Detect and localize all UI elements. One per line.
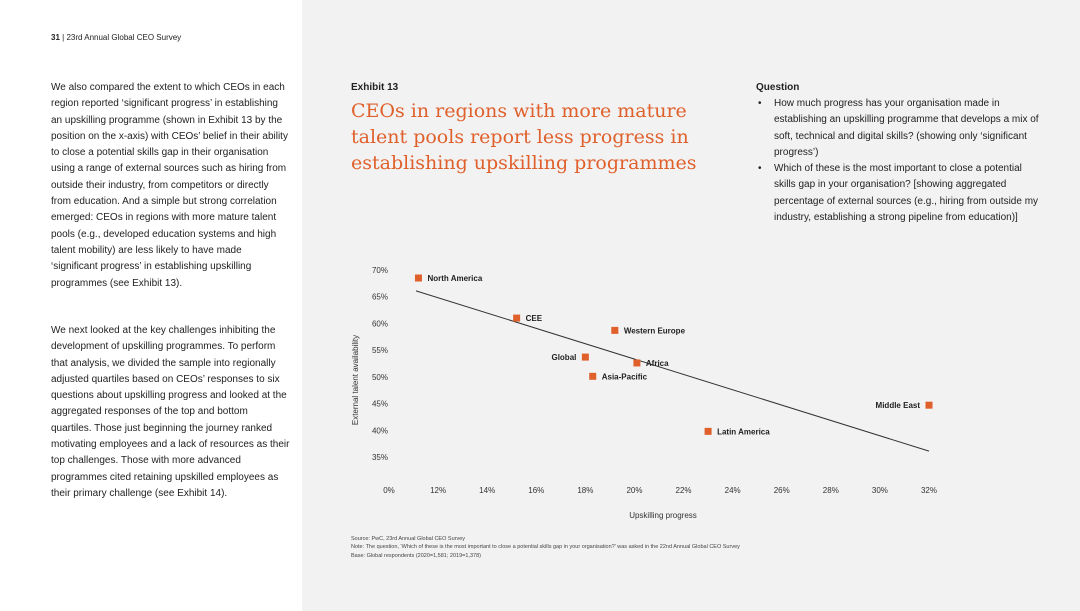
x-tick-label: 16% [528,486,544,495]
data-label-africa: Africa [646,359,669,368]
page-header: 31 | 23rd Annual Global CEO Survey [51,33,181,42]
publication-title: 23rd Annual Global CEO Survey [66,33,182,42]
x-tick-label: 28% [823,486,839,495]
x-tick-label: 14% [479,486,495,495]
data-point-cee [513,314,521,322]
y-tick-label: 60% [372,319,388,328]
exhibit-label: Exhibit 13 [351,82,399,93]
x-tick-label: 12% [430,486,446,495]
data-point-global [581,353,589,361]
x-tick-label: 32% [921,486,937,495]
body-paragraph-1: We also compared the extent to which CEO… [51,80,291,292]
exhibit-title: CEOs in regions with more mature talent … [351,100,697,174]
data-label-latin-america: Latin America [717,427,770,436]
data-point-western-europe [611,326,619,334]
data-label-asia-pacific: Asia-Pacific [602,372,648,381]
x-tick-label: 26% [774,486,790,495]
page-number: 31 [51,33,60,42]
x-tick-label: 30% [872,486,888,495]
y-tick-label: 70% [372,266,388,275]
source-notes: Source: PwC, 23rd Annual Global CEO Surv… [351,535,740,560]
y-tick-label: 65% [372,293,388,302]
data-label-global: Global [551,353,576,362]
base-line: Base: Global respondents (2020=1,581; 20… [351,552,481,559]
question-item-1: How much progress has your organisation … [756,96,1046,161]
data-label-middle-east: Middle East [876,401,921,410]
x-tick-label: 18% [577,486,593,495]
left-panel [0,0,302,611]
data-label-north-america: North America [427,274,482,283]
data-point-asia-pacific [589,372,597,380]
question-item-2: Which of these is the most important to … [756,161,1046,226]
y-tick-label: 40% [372,426,388,435]
scatter-chart: 35% 40% 45% 50% 55% 60% 65% 70% 0% 12% 14% 16% 18% 20… [351,266,937,520]
x-tick-label: 20% [626,486,642,495]
question-list: How much progress has your organisation … [756,96,1046,226]
y-tick-label: 55% [372,346,388,355]
data-point-latin-america [704,427,712,435]
data-point-africa [633,359,641,367]
x-axis-label: Upskilling progress [629,511,697,520]
y-tick-label: 50% [372,373,388,382]
data-label-western-europe: Western Europe [624,326,686,335]
data-point-north-america [414,274,422,282]
x-tick-label: 22% [676,486,692,495]
question-label: Question [756,82,800,93]
header-separator: | [62,33,65,42]
body-paragraph-2-text: We next looked at the key challenges inh… [51,325,290,499]
source-line: Source: PwC, 23rd Annual Global CEO Surv… [351,536,466,542]
body-paragraph-1-text: We also compared the extent to which CEO… [51,82,288,289]
x-tick-label: 0% [383,486,395,495]
y-tick-label: 45% [372,400,388,409]
data-label-cee: CEE [526,314,543,323]
note-line: Note: The question, ‘Which of these is t… [351,544,740,551]
x-tick-label: 24% [725,486,741,495]
data-point-middle-east [925,401,933,409]
body-paragraph-2: We next looked at the key challenges inh… [51,323,291,502]
y-tick-label: 35% [372,453,388,462]
trend-line [415,290,930,452]
y-axis-label: External talent availability [351,335,360,425]
